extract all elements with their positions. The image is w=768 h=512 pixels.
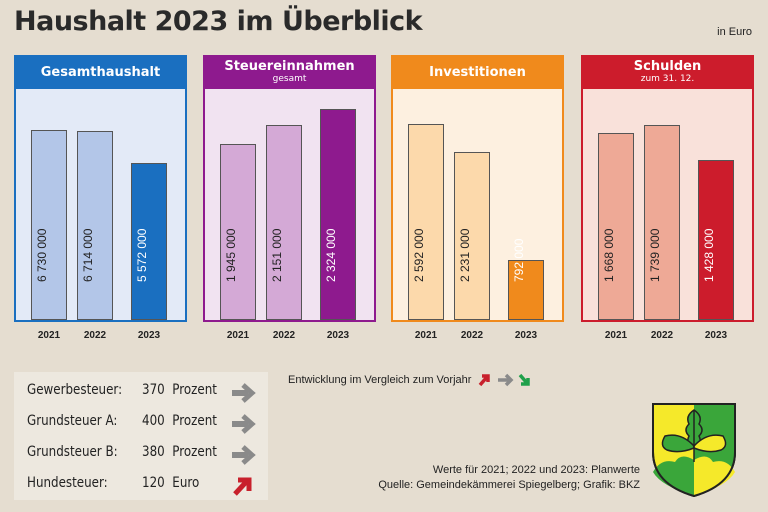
chart-title: Schulden bbox=[633, 59, 702, 74]
data-label: 2 592 000 bbox=[412, 228, 426, 282]
chart-subtitle: zum 31. 12. bbox=[640, 74, 695, 84]
coat-of-arms-icon bbox=[652, 403, 736, 498]
tick-label: 2022 bbox=[272, 330, 296, 341]
tax-value: 400 Prozent bbox=[142, 413, 217, 429]
tax-name: Grundsteuer B: bbox=[27, 444, 118, 460]
chart-panel-3: Schulden zum 31. 12. 1 668 000 1 739 000 1 4… bbox=[581, 55, 754, 322]
tick-label: 2023 bbox=[704, 330, 728, 341]
tick-label: 2021 bbox=[37, 330, 61, 341]
data-label: 2 231 000 bbox=[458, 228, 472, 282]
source-notes: Werte für 2021; 2022 und 2023: Planwerte… bbox=[378, 463, 640, 493]
tick-label: 2023 bbox=[137, 330, 161, 341]
tax-number: 380 bbox=[142, 444, 165, 460]
data-label: 1 668 000 bbox=[602, 228, 616, 282]
tick-label: 2021 bbox=[226, 330, 250, 341]
tax-unit: Euro bbox=[172, 475, 200, 491]
data-label: 1 428 000 bbox=[702, 228, 716, 282]
chart-title: Gesamthaushalt bbox=[40, 65, 161, 80]
tax-unit: Prozent bbox=[172, 444, 217, 460]
bar-2021: 2 592 000 bbox=[408, 124, 444, 320]
bar-2022: 1 739 000 bbox=[644, 125, 680, 320]
tax-number: 370 bbox=[142, 382, 165, 398]
data-label: 1 739 000 bbox=[648, 228, 662, 282]
tax-name: Gewerbesteuer: bbox=[27, 382, 123, 398]
bar-2023: 1 428 000 bbox=[698, 159, 734, 320]
tax-value: 120 Euro bbox=[142, 475, 199, 491]
notes-line-2: Quelle: Gemeindekämmerei Spiegelberg; Gr… bbox=[378, 479, 640, 491]
unit-label: in Euro bbox=[717, 26, 752, 38]
chart-title: Steuereinnahmen bbox=[224, 59, 355, 74]
trend-legend: Entwicklung im Vergleich zum Vorjahr bbox=[288, 373, 536, 387]
chart-title: Investitionen bbox=[429, 65, 526, 80]
tick-label: 2021 bbox=[414, 330, 438, 341]
data-label: 1 945 000 bbox=[224, 228, 238, 282]
tax-value: 370 Prozent bbox=[142, 382, 217, 398]
tax-number: 120 bbox=[142, 475, 165, 491]
chart-header: Steuereinnahmen gesamt bbox=[205, 57, 374, 89]
data-label: 2 324 000 bbox=[324, 228, 338, 282]
tick-label: 2021 bbox=[604, 330, 628, 341]
trend-same-arrow-icon bbox=[232, 414, 256, 434]
data-label: 6 714 000 bbox=[81, 228, 95, 282]
tick-label: 2023 bbox=[326, 330, 350, 341]
tax-value: 380 Prozent bbox=[142, 444, 217, 460]
tick-label: 2022 bbox=[83, 330, 107, 341]
chart-panel-0: Gesamthaushalt 6 730 000 6 714 000 5 572 00… bbox=[14, 55, 187, 322]
legend-arrows-icon bbox=[479, 373, 531, 387]
bar-2021: 1 945 000 bbox=[220, 143, 256, 320]
notes-line-1: Werte für 2021; 2022 und 2023: Planwerte bbox=[432, 464, 640, 476]
data-label: 5 572 000 bbox=[135, 228, 149, 282]
tax-rates-box: Gewerbesteuer: 370 Prozent Grundsteuer A… bbox=[14, 372, 268, 500]
tax-unit: Prozent bbox=[172, 413, 217, 429]
tick-label: 2022 bbox=[650, 330, 674, 341]
page-title: Haushalt 2023 im Überblick bbox=[14, 6, 423, 37]
bar-2021: 6 730 000 bbox=[31, 130, 67, 320]
chart-subtitle: gesamt bbox=[272, 74, 307, 84]
tick-label: 2022 bbox=[460, 330, 484, 341]
chart-header: Investitionen bbox=[393, 57, 562, 89]
chart-panel-1: Steuereinnahmen gesamt 1 945 000 2 151 000 2… bbox=[203, 55, 376, 322]
tax-name: Hundesteuer: bbox=[27, 475, 108, 491]
bar-2022: 2 231 000 bbox=[454, 151, 490, 320]
data-label: 6 730 000 bbox=[35, 228, 49, 282]
bar-2023: 792 000 bbox=[508, 239, 544, 320]
plot-area: 6 730 000 6 714 000 5 572 000 bbox=[16, 89, 185, 320]
tax-unit: Prozent bbox=[172, 382, 217, 398]
trend-same-arrow-icon bbox=[232, 383, 256, 403]
chart-header: Schulden zum 31. 12. bbox=[583, 57, 752, 89]
plot-area: 2 592 000 2 231 000 792 000 bbox=[393, 89, 562, 320]
tax-number: 400 bbox=[142, 413, 165, 429]
bar-2023: 5 572 000 bbox=[131, 163, 167, 320]
bar-2022: 2 151 000 bbox=[266, 125, 302, 320]
plot-area: 1 668 000 1 739 000 1 428 000 bbox=[583, 89, 752, 320]
bar-2022: 6 714 000 bbox=[77, 130, 113, 320]
trend-up-arrow-icon bbox=[233, 477, 252, 496]
data-label: 2 151 000 bbox=[270, 228, 284, 282]
tax-name: Grundsteuer A: bbox=[27, 413, 118, 429]
bar-2021: 1 668 000 bbox=[598, 132, 634, 320]
legend-text: Entwicklung im Vergleich zum Vorjahr bbox=[288, 373, 472, 386]
data-label: 792 000 bbox=[512, 238, 526, 282]
chart-header: Gesamthaushalt bbox=[16, 57, 185, 89]
plot-area: 1 945 000 2 151 000 2 324 000 bbox=[205, 89, 374, 320]
chart-panel-2: Investitionen 2 592 000 2 231 000 792 000 bbox=[391, 55, 564, 322]
tick-label: 2023 bbox=[514, 330, 538, 341]
bar-2023: 2 324 000 bbox=[320, 109, 356, 320]
trend-same-arrow-icon bbox=[232, 445, 256, 465]
